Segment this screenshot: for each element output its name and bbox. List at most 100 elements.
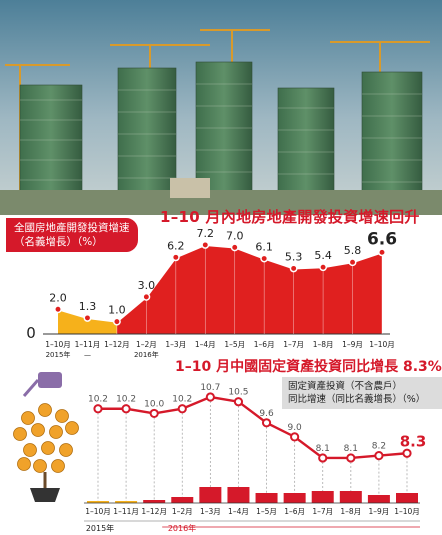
- tick-label: 1–2月: [136, 340, 157, 349]
- data-label: 9.0: [287, 423, 302, 433]
- chart2-title: 1–10 月中國固定資產投資同比增長 8.3%: [175, 359, 442, 375]
- volume-bar: [115, 501, 138, 503]
- coin-icon: [41, 441, 55, 455]
- chart2-legend-line2: 同比增速（同比名義增長）（%）: [288, 394, 426, 405]
- data-point: [290, 432, 300, 442]
- data-point: [93, 404, 103, 414]
- data-label: 10.2: [172, 395, 192, 405]
- series-line: [57, 243, 383, 323]
- chart1-subtitle-line1: 全國房地產開發投資增速: [14, 222, 130, 234]
- watering-can-spout: [22, 379, 40, 397]
- tick-label: 1–10月: [85, 507, 111, 516]
- data-point: [289, 264, 298, 273]
- data-label: 3.0: [138, 279, 156, 292]
- tick-label: 1–4月: [228, 507, 249, 516]
- tick-label: 1–8月: [313, 340, 334, 349]
- tick-label: 1–6月: [284, 507, 305, 516]
- chart2-line-chart: 10.2 10.2 10.0 10.2 10.7 10.5 9.6 9.0 8.1 8.1 8.2 8…: [13, 372, 427, 533]
- data-point: [205, 392, 215, 402]
- data-label: 2.0: [49, 291, 67, 304]
- volume-bar: [396, 493, 418, 503]
- data-point: [374, 451, 384, 461]
- coin-icon: [33, 459, 47, 473]
- volume-bar: [87, 501, 109, 503]
- coin-icon: [17, 457, 31, 471]
- volume-bar: [311, 491, 334, 503]
- coin-icon: [65, 421, 79, 435]
- data-label: 5.8: [344, 244, 362, 257]
- series-line: [98, 395, 408, 460]
- chart1-subtitle: 全國房地產開發投資增速 （名義增長）（%）: [6, 218, 138, 252]
- volume-bar: [171, 497, 194, 503]
- data-label: 5.4: [314, 249, 332, 262]
- data-point: [319, 263, 328, 272]
- data-point: [230, 243, 239, 252]
- data-point: [261, 418, 272, 428]
- data-label: 8.3: [400, 432, 427, 450]
- year-band-2015: [84, 523, 142, 533]
- volume-bar: [339, 491, 362, 503]
- data-label: 10.0: [144, 399, 164, 409]
- data-label: 5.3: [285, 250, 303, 263]
- chart1-subtitle-line2: （名義增長）（%）: [14, 236, 103, 248]
- data-point: [142, 292, 151, 301]
- coin-icon: [38, 403, 52, 417]
- data-point: [348, 258, 357, 267]
- data-point: [149, 408, 159, 419]
- volume-bar: [255, 493, 278, 503]
- data-label: 9.6: [259, 409, 274, 419]
- data-point: [171, 253, 180, 262]
- tick-label: 1–10月: [369, 340, 395, 349]
- data-point: [378, 248, 386, 257]
- tick-label: 1–10月: [45, 340, 71, 349]
- coin-icon: [55, 409, 69, 423]
- zero-label: 0: [26, 324, 36, 342]
- chart1-area-chart: 0 2.0 1.3 1.0 3.0 6.2 7.2 7.0 6.1 5.3 5.4 5.8 6.6 1–1…: [26, 227, 397, 359]
- tick-label: 1–9月: [342, 340, 363, 349]
- tree-pot: [30, 488, 60, 502]
- data-label: 6.1: [255, 241, 273, 254]
- data-label: 6.2: [167, 239, 185, 252]
- data-label: 8.1: [344, 444, 358, 454]
- coin-icon: [31, 423, 45, 437]
- data-point: [260, 254, 269, 263]
- data-point: [233, 397, 244, 407]
- tick-label: 1–12月: [141, 507, 167, 516]
- data-point: [54, 305, 62, 314]
- tick-label: 1–9月: [369, 507, 390, 516]
- tick-label: 1–11月: [113, 507, 139, 516]
- tick-label: 1–7月: [312, 507, 333, 516]
- data-point: [346, 453, 356, 463]
- area-2016: [116, 244, 382, 334]
- volume-bar: [143, 500, 166, 503]
- data-label: 1.0: [108, 304, 126, 317]
- volume-bar: [199, 487, 222, 503]
- data-point: [121, 404, 131, 414]
- chart2-legend: 固定資產投資（不含農戶） 同比增速（同比名義增長）（%）: [282, 377, 442, 409]
- coin-icon: [21, 411, 35, 425]
- tick-label: 1–12月: [104, 340, 130, 349]
- tick-label: 1–4月: [195, 340, 216, 349]
- tick-label: 1–5月: [256, 507, 277, 516]
- tick-label: 1–3月: [165, 340, 186, 349]
- tick-label: 1–8月: [340, 507, 361, 516]
- data-label: 8.1: [316, 444, 330, 454]
- data-label: 7.2: [197, 227, 215, 240]
- year-label: 2015年: [46, 350, 71, 359]
- data-point: [318, 453, 328, 463]
- data-point: [402, 448, 412, 458]
- data-label: 10.7: [200, 383, 220, 393]
- construction-photo: [0, 0, 442, 215]
- coin-icon: [23, 443, 37, 457]
- tick-label: 1–6月: [254, 340, 275, 349]
- data-label: 7.0: [226, 229, 244, 242]
- data-label: 10.2: [116, 395, 136, 405]
- coin-icon: [51, 459, 65, 473]
- chart1-title: 1–10 月內地房地產開發投資增速回升: [160, 208, 420, 226]
- year-label: 2016年: [134, 350, 159, 359]
- coin-icon: [49, 425, 63, 439]
- tick-label: 1–11月: [75, 340, 101, 349]
- data-label: 10.5: [228, 388, 248, 398]
- volume-bar: [367, 495, 390, 503]
- chart2-legend-line1: 固定資產投資（不含農戶）: [288, 381, 403, 392]
